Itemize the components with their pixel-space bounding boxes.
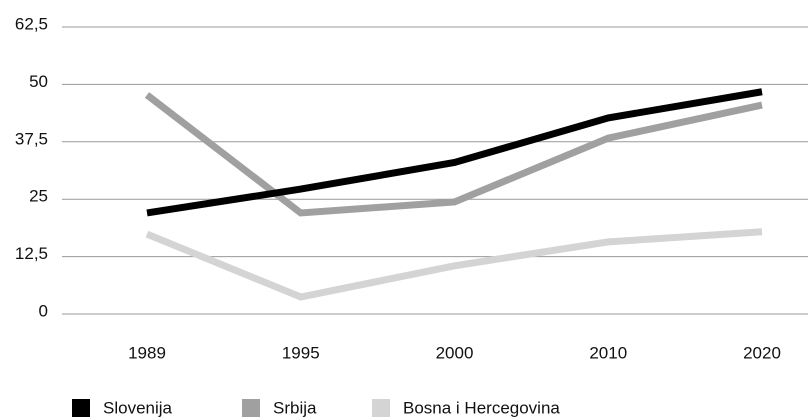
x-tick-label: 1995 [282, 343, 320, 362]
y-tick-label: 62,5 [15, 14, 48, 33]
y-tick-label: 37,5 [15, 129, 48, 148]
y-tick-label: 25 [29, 187, 48, 206]
legend-swatch [372, 399, 390, 417]
line-series [145, 228, 763, 301]
y-tick-label: 50 [29, 72, 48, 91]
line-series [144, 92, 763, 217]
x-tick-label: 2020 [743, 343, 781, 362]
legend-label: Bosna i Hercegovina [403, 398, 560, 417]
legend-swatch [72, 399, 90, 417]
x-tick-label: 2000 [436, 343, 474, 362]
line-series [146, 88, 763, 217]
y-tick-label: 12,5 [15, 244, 48, 263]
y-tick-label: 0 [39, 301, 48, 320]
x-tick-label: 2010 [589, 343, 627, 362]
legend-label: Slovenija [103, 398, 173, 417]
legend-swatch [242, 399, 260, 417]
legend-label: Srbija [273, 398, 317, 417]
x-tick-label: 1989 [128, 343, 166, 362]
